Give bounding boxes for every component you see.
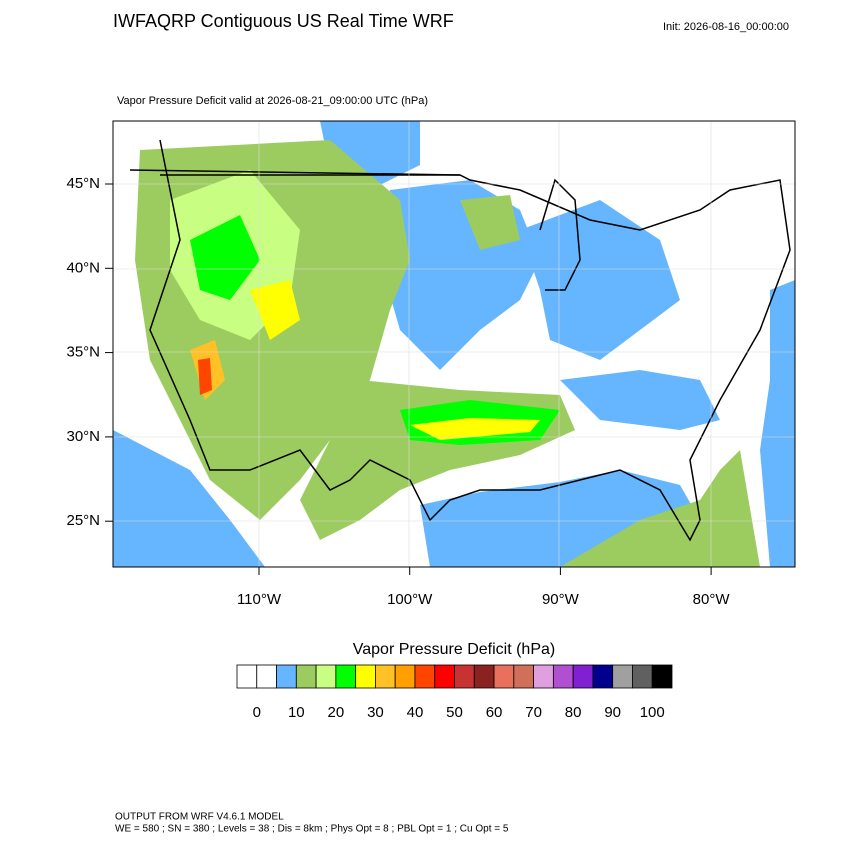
colorbar-box [632, 664, 653, 689]
colorbar-box [394, 664, 416, 689]
lon-label: 100°W [387, 591, 433, 608]
colorbar-label: 100 [640, 704, 665, 721]
footer-line: OUTPUT FROM WRF V4.6.1 MODEL [115, 812, 284, 823]
lat-label: 45°N [66, 175, 100, 192]
colorbar-box [513, 664, 534, 689]
colorbar-label: 10 [288, 704, 305, 721]
colorbar-box [592, 664, 614, 689]
colorbar-label: 0 [253, 704, 261, 721]
colorbar-label: 20 [328, 704, 345, 721]
colorbar-box [612, 664, 633, 689]
colorbar-box [276, 664, 297, 689]
gulf-green [560, 450, 760, 567]
minnesota-green [460, 195, 520, 250]
colorbar-box [295, 664, 317, 689]
lon-label: 80°W [693, 591, 731, 608]
valley-red [198, 358, 212, 395]
borders [129, 139, 791, 542]
utah-yellow [250, 280, 300, 340]
colorbar-box [335, 664, 357, 689]
colorbar-box [572, 664, 594, 689]
colorbar-box [375, 664, 396, 689]
colorbar-box [473, 664, 495, 689]
colorbar-box [454, 664, 475, 689]
southeast-blue [560, 370, 720, 430]
colorbar-label: 40 [407, 704, 424, 721]
colorbar-box [355, 664, 376, 689]
colorbar-label: 60 [486, 704, 503, 721]
colorbar-box [533, 664, 554, 689]
colorbar-box [414, 664, 436, 689]
colorbar-box [493, 664, 515, 689]
colorbar-box [552, 664, 574, 689]
init-time: Init: 2026-08-16_00:00:00 [663, 21, 789, 33]
colorbar-label: 30 [367, 704, 384, 721]
lon-label: 90°W [542, 591, 580, 608]
map-field [113, 121, 795, 567]
title: IWFAQRP Contiguous US Real Time WRF [113, 11, 454, 31]
colorbar-box [256, 664, 277, 689]
west-bright [190, 215, 260, 300]
colorbar-label: 90 [604, 704, 621, 721]
lat-label: 25°N [66, 512, 100, 529]
pacific-field [113, 430, 265, 567]
graticule [113, 121, 795, 567]
colorbar-label: 50 [446, 704, 463, 721]
colorbar-label: 70 [525, 704, 542, 721]
texas-yellow [410, 418, 540, 440]
lat-label: 35°N [66, 344, 100, 361]
colorbar-box [434, 664, 455, 689]
colorbar: 0 10 20 30 40 50 60 70 80 90 100 [236, 664, 673, 721]
colorbar-box [315, 664, 337, 689]
lat-label: 40°N [66, 259, 100, 276]
colorbar-box [651, 664, 673, 689]
lat-label: 30°N [66, 428, 100, 445]
colorbar-box [236, 664, 258, 689]
midwest-blue [520, 200, 680, 360]
subtitle: Vapor Pressure Deficit valid at 2026-08-… [117, 95, 428, 107]
colorbar-label: 80 [565, 704, 582, 721]
map-frame [112, 120, 796, 568]
footer-line: WE = 580 ; SN = 380 ; Levels = 38 ; Dis … [115, 824, 509, 835]
axis-labels: 45°N 40°N 35°N 30°N 25°N 110°W 100°W 90°W 80°W [66, 175, 730, 608]
colorbar-title: Vapor Pressure Deficit (hPa) [353, 641, 555, 658]
lon-label: 110°W [237, 591, 282, 608]
